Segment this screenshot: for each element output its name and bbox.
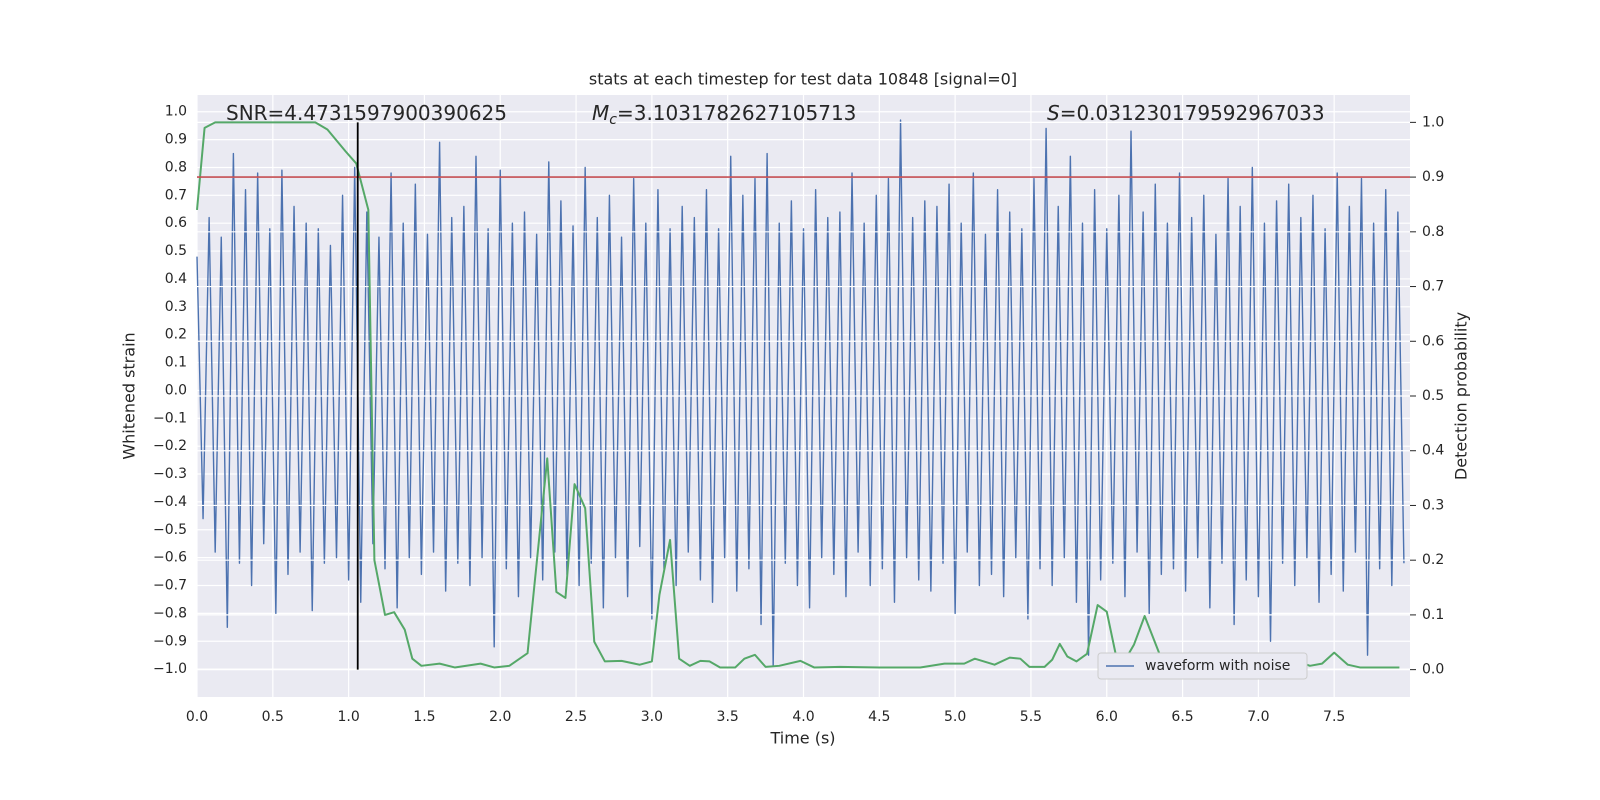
x-tick-label: 1.0 <box>337 709 359 725</box>
y2-tick-label: 1.0 <box>1422 114 1444 130</box>
waveform-line <box>196 119 1405 668</box>
legend-box <box>1097 652 1308 680</box>
y2-tick-label: 0.1 <box>1422 607 1444 623</box>
y-tick-label: −0.4 <box>153 494 187 510</box>
x-tick-label: 5.5 <box>1020 709 1042 725</box>
annotation: Mc=3.1031782627105713 <box>592 101 856 129</box>
primary-data <box>196 119 1405 668</box>
y-tick-label: 0.7 <box>165 187 187 203</box>
y2-tick-label: 0.0 <box>1422 662 1444 678</box>
x-tick-label: 7.0 <box>1247 709 1269 725</box>
y-tick-label: −1.0 <box>153 661 187 677</box>
x-tick-label: 3.0 <box>641 709 663 725</box>
y-tick-label: −0.9 <box>153 633 187 649</box>
x-tick-label: 4.0 <box>792 709 814 725</box>
y-tick-label: 0.8 <box>165 159 187 175</box>
x-tick-label: 1.5 <box>413 709 435 725</box>
y-tick-label: 0.6 <box>165 215 187 231</box>
chart-title: stats at each timestep for test data 108… <box>589 70 1017 89</box>
y2-tick-label: 0.7 <box>1422 279 1444 295</box>
labels: 0.0 0.5 1.0 1.5 2.0 2.5 3.0 3.5 4.0 4.5 5.0 5.5 6.0 6… <box>153 101 1444 726</box>
y2-tick-label: 0.2 <box>1422 552 1444 568</box>
y-tick-label: −0.6 <box>153 550 187 566</box>
y-tick-label: 0.1 <box>165 355 187 371</box>
x-tick-label: 7.5 <box>1323 709 1345 725</box>
annotation-symbol: M <box>592 101 609 125</box>
annotation-subscript: c <box>609 112 617 128</box>
x-tick-label: 4.5 <box>868 709 890 725</box>
annotation-symbol: S <box>1047 101 1060 125</box>
y-tick-label: −0.2 <box>153 438 187 454</box>
y-tick-label: −0.5 <box>153 522 187 538</box>
y-tick-label: 0.5 <box>165 243 187 259</box>
y-tick-label: −0.1 <box>153 410 187 426</box>
y-tick-label: −0.7 <box>153 578 187 594</box>
annotation-text: =3.1031782627105713 <box>617 101 856 125</box>
x-tick-label: 0.0 <box>186 709 208 725</box>
x-tick-label: 2.5 <box>565 709 587 725</box>
y-tick-label: 0.2 <box>165 327 187 343</box>
y2-axis-label: Detection probability <box>1452 312 1471 480</box>
y2-tick-label: 0.3 <box>1422 497 1444 513</box>
y-tick-label: 1.0 <box>165 104 187 120</box>
y-tick-label: 0.3 <box>165 299 187 315</box>
y-tick-label: 0.9 <box>165 132 187 148</box>
annotation: S=0.031230179592967033 <box>1047 101 1325 125</box>
annotation-text: =0.031230179592967033 <box>1060 101 1325 125</box>
y2-tick-label: 0.6 <box>1422 333 1444 349</box>
y2-tick-label: 0.8 <box>1422 224 1444 240</box>
x-tick-label: 6.0 <box>1096 709 1118 725</box>
y2-tick-label: 0.5 <box>1422 388 1444 404</box>
y-axis-label: Whitened strain <box>120 332 139 459</box>
x-tick-label: 3.5 <box>717 709 739 725</box>
y-tick-label: −0.3 <box>153 466 187 482</box>
annotation: SNR=4.4731597900390625 <box>226 101 507 125</box>
x-tick-label: 2.0 <box>489 709 511 725</box>
y2-tick-label: 0.4 <box>1422 443 1444 459</box>
x-tick-label: 0.5 <box>262 709 284 725</box>
annotation-text: SNR=4.4731597900390625 <box>226 101 507 125</box>
x-tick-label: 6.5 <box>1171 709 1193 725</box>
x-tick-label: 5.0 <box>944 709 966 725</box>
y-tick-label: 0.0 <box>165 382 187 398</box>
x-axis-label: Time (s) <box>769 729 835 748</box>
legend-label: waveform with noise <box>1145 658 1290 674</box>
y-tick-label: −0.8 <box>153 605 187 621</box>
y-tick-label: 0.4 <box>165 271 187 287</box>
y2-tick-label: 0.9 <box>1422 169 1444 185</box>
